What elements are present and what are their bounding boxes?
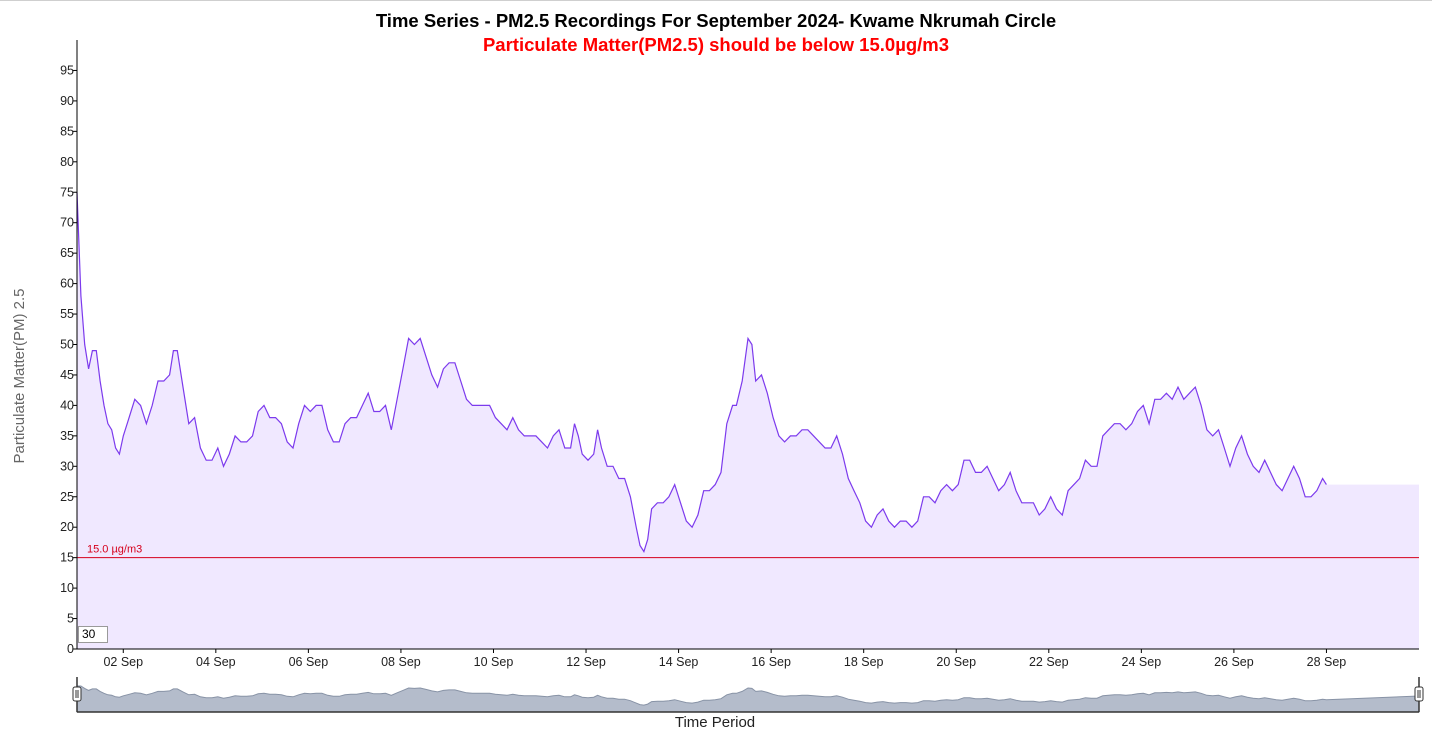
- x-tick: 06 Sep: [289, 649, 329, 669]
- y-tick: 70: [60, 216, 77, 230]
- area-fill: [77, 192, 1419, 650]
- y-tick: 15: [60, 551, 77, 565]
- y-axis: 0 5 10 15 20 25 30 35 40 45 50 55 60 65 70 75 80 85 90 95: [60, 40, 78, 656]
- y-tick: 90: [60, 94, 77, 108]
- x-tick-label: 26 Sep: [1214, 655, 1254, 669]
- y-tick-label: 90: [60, 94, 74, 108]
- x-tick: 20 Sep: [936, 649, 976, 669]
- y-tick-label: 95: [60, 63, 74, 77]
- x-tick: 28 Sep: [1307, 649, 1347, 669]
- y-tick: 20: [60, 520, 77, 534]
- x-tick: 08 Sep: [381, 649, 421, 669]
- x-tick: 24 Sep: [1122, 649, 1162, 669]
- y-tick-label: 85: [60, 124, 74, 138]
- y-tick-label: 20: [60, 520, 74, 534]
- y-tick: 40: [60, 398, 77, 412]
- y-tick-label: 80: [60, 155, 74, 169]
- x-tick-label: 12 Sep: [566, 655, 606, 669]
- y-tick: 65: [60, 246, 77, 260]
- handle-grip[interactable]: [72, 686, 82, 702]
- navigator-series: [76, 685, 1420, 713]
- x-tick-label: 16 Sep: [751, 655, 791, 669]
- y-tick-label: 25: [60, 490, 74, 504]
- y-tick: 55: [60, 307, 77, 321]
- y-tick: 80: [60, 155, 77, 169]
- x-axis: 02 Sep 04 Sep 06 Sep 08 Sep 10 Sep 12 Sep 14 S…: [77, 648, 1419, 669]
- chart-subtitle: Particulate Matter(PM2.5) should be belo…: [482, 34, 950, 55]
- y-tick: 50: [60, 338, 77, 352]
- x-tick-label: 28 Sep: [1307, 655, 1347, 669]
- y-tick: 45: [60, 368, 77, 382]
- x-axis-label: Time Period: [675, 714, 755, 731]
- y-tick: 35: [60, 429, 77, 443]
- x-tick-label: 20 Sep: [936, 655, 976, 669]
- y-tick: 95: [60, 63, 77, 77]
- navigator-handle-left[interactable]: [72, 686, 82, 702]
- chart-title: Time Series - PM2.5 Recordings For Septe…: [375, 10, 1057, 31]
- y-tick: 25: [60, 490, 77, 504]
- x-tick-label: 18 Sep: [844, 655, 884, 669]
- x-tick: 16 Sep: [751, 649, 791, 669]
- y-tick-label: 35: [60, 429, 74, 443]
- x-tick: 14 Sep: [659, 649, 699, 669]
- y-tick-label: 15: [60, 551, 74, 565]
- y-tick-label: 45: [60, 368, 74, 382]
- y-tick: 30: [60, 459, 77, 473]
- x-tick: 26 Sep: [1214, 649, 1254, 669]
- y-tick-label: 70: [60, 216, 74, 230]
- y-tick-label: 65: [60, 246, 74, 260]
- series-line: [76, 192, 1327, 554]
- range-navigator[interactable]: [72, 677, 1424, 713]
- plot-area: 15.0 µg/m3: [76, 192, 1419, 650]
- y-tick-label: 55: [60, 307, 74, 321]
- y-tick: 60: [60, 277, 77, 291]
- y-tick-label: 10: [60, 581, 74, 595]
- y-tick-label: 40: [60, 398, 74, 412]
- top-border: [0, 0, 1432, 1]
- x-tick: 22 Sep: [1029, 649, 1069, 669]
- x-tick-label: 04 Sep: [196, 655, 236, 669]
- x-tick-label: 14 Sep: [659, 655, 699, 669]
- y-tick-label: 5: [67, 612, 74, 626]
- x-tick: 02 Sep: [103, 649, 143, 669]
- y-tick: 10: [60, 581, 77, 595]
- y-tick: 75: [60, 185, 77, 199]
- threshold-label: 15.0 µg/m3: [87, 544, 142, 556]
- y-tick: 85: [60, 124, 77, 138]
- y-tick-label: 60: [60, 277, 74, 291]
- x-tick-label: 08 Sep: [381, 655, 421, 669]
- y-axis-label: Particulate Matter(PM) 2.5: [11, 288, 28, 463]
- x-tick: 12 Sep: [566, 649, 606, 669]
- handle-grip[interactable]: [1414, 686, 1424, 702]
- x-tick-label: 02 Sep: [103, 655, 143, 669]
- x-tick: 18 Sep: [844, 649, 884, 669]
- y-tick: 5: [67, 612, 77, 626]
- x-tick-label: 10 Sep: [474, 655, 514, 669]
- y-tick-label: 50: [60, 338, 74, 352]
- y-tick-label: 30: [60, 459, 74, 473]
- y-tick-label: 0: [67, 642, 74, 656]
- navigator-handle-right[interactable]: [1414, 686, 1424, 702]
- y-tick-label: 75: [60, 185, 74, 199]
- smoothing-window-input[interactable]: 30: [78, 626, 108, 643]
- x-tick-label: 06 Sep: [289, 655, 329, 669]
- x-tick-label: 24 Sep: [1122, 655, 1162, 669]
- x-tick: 04 Sep: [196, 649, 236, 669]
- x-tick-label: 22 Sep: [1029, 655, 1069, 669]
- y-tick: 0: [67, 642, 77, 656]
- x-tick: 10 Sep: [474, 649, 514, 669]
